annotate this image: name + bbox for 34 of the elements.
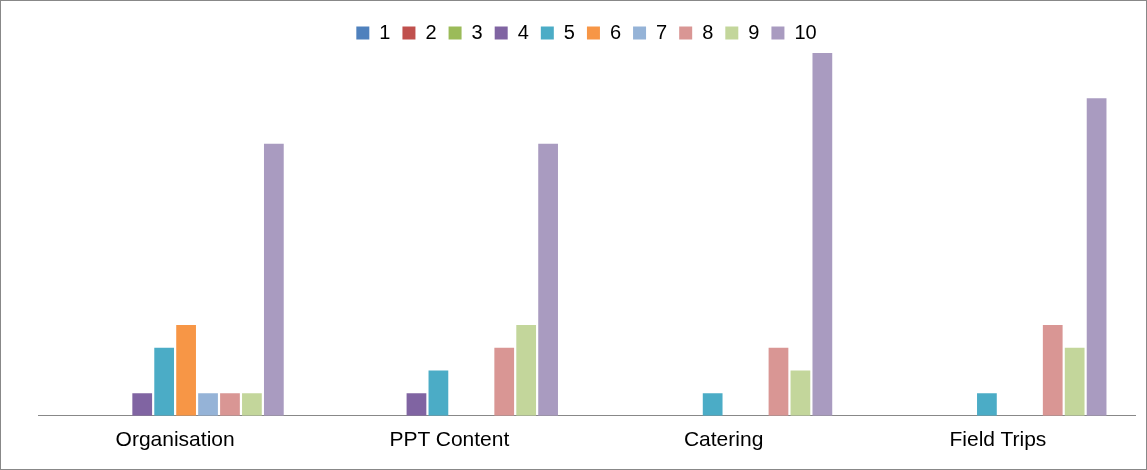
legend-label: 10	[794, 20, 817, 43]
bar	[220, 393, 240, 416]
legend-label: 4	[517, 20, 529, 43]
bar	[768, 347, 789, 416]
bar	[1042, 325, 1063, 416]
x-tick-label: PPT Content	[389, 427, 510, 451]
bar	[176, 325, 196, 416]
bar	[263, 143, 284, 416]
legend-label: 9	[748, 20, 760, 43]
bar	[812, 53, 833, 416]
bar	[977, 393, 997, 416]
bar	[242, 393, 262, 416]
legend-label: 7	[656, 20, 668, 43]
bar	[1086, 98, 1107, 416]
x-tick-label: Catering	[683, 427, 764, 451]
bar	[790, 370, 811, 416]
bar	[406, 393, 427, 416]
legend-label: 6	[609, 20, 622, 43]
x-tick-label: Organisation	[115, 427, 235, 451]
legend-label: 1	[379, 20, 391, 43]
bar	[702, 393, 723, 416]
legend-label: 8	[702, 20, 714, 43]
bar	[1064, 347, 1085, 416]
x-tick-label: Field Trips	[949, 427, 1047, 451]
bar	[132, 393, 153, 416]
bar	[538, 143, 558, 416]
bar	[428, 370, 449, 416]
bar	[154, 347, 175, 416]
bar	[198, 393, 218, 416]
bar	[516, 325, 537, 416]
bar	[494, 347, 515, 416]
legend-label: 3	[471, 20, 483, 43]
legend-label: 5	[563, 20, 575, 43]
legend-label: 2	[425, 20, 437, 43]
